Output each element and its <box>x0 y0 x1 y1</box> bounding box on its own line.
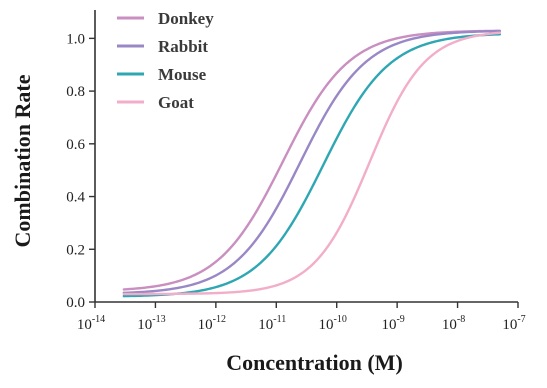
x-axis-title: Concentration (M) <box>226 350 403 375</box>
x-tick-base: 10 <box>77 317 92 333</box>
y-axis-title: Combination Rate <box>10 74 35 247</box>
x-tick-base: 10 <box>319 317 334 333</box>
axes-layer <box>94 10 518 303</box>
x-tick-base: 10 <box>381 317 396 333</box>
x-tick-label: 10-9 <box>381 314 404 333</box>
legend: Donkey Rabbit Mouse Goat <box>117 9 214 112</box>
legend-label-rabbit: Rabbit <box>158 37 208 56</box>
legend-label-mouse: Mouse <box>158 65 207 84</box>
x-tick-label: 10-7 <box>502 314 525 333</box>
x-tick-base: 10 <box>442 317 457 333</box>
x-ticks: 10-14 10-13 10-12 10-11 10-10 10-9 10-8 10-7 <box>77 302 526 333</box>
y-tick-label: 0.2 <box>66 242 85 258</box>
x-tick-exponent: -13 <box>152 314 165 325</box>
x-tick-base: 10 <box>502 317 517 333</box>
x-tick-label: 10-13 <box>137 314 165 333</box>
y-ticks: 0.0 0.2 0.4 0.6 0.8 1.0 <box>66 31 95 311</box>
x-tick-exponent: -8 <box>457 314 465 325</box>
x-tick-exponent: -12 <box>213 314 226 325</box>
y-tick-label: 1.0 <box>66 31 85 47</box>
x-tick-exponent: -14 <box>92 314 105 325</box>
x-tick-exponent: -10 <box>334 314 347 325</box>
curves-layer <box>122 29 502 298</box>
y-tick-label: 0.4 <box>66 190 85 206</box>
x-tick-base: 10 <box>258 317 273 333</box>
x-tick-base: 10 <box>137 317 152 333</box>
x-tick-base: 10 <box>198 317 213 333</box>
x-tick-label: 10-14 <box>77 314 105 333</box>
series-line-rabbit <box>122 29 502 295</box>
series-line-donkey <box>122 29 502 291</box>
y-tick-label: 0.6 <box>66 137 85 153</box>
y-tick-label: 0.8 <box>66 84 85 100</box>
x-tick-exponent: -7 <box>517 314 525 325</box>
x-tick-label: 10-11 <box>258 314 286 333</box>
x-tick-exponent: -9 <box>396 314 404 325</box>
series-line-goat <box>122 31 502 296</box>
x-tick-label: 10-12 <box>198 314 226 333</box>
x-tick-exponent: -11 <box>273 314 286 325</box>
x-tick-label: 10-10 <box>319 314 347 333</box>
x-tick-label: 10-8 <box>442 314 465 333</box>
legend-label-goat: Goat <box>158 93 194 112</box>
legend-label-donkey: Donkey <box>158 9 214 28</box>
y-tick-label: 0.0 <box>66 295 85 311</box>
